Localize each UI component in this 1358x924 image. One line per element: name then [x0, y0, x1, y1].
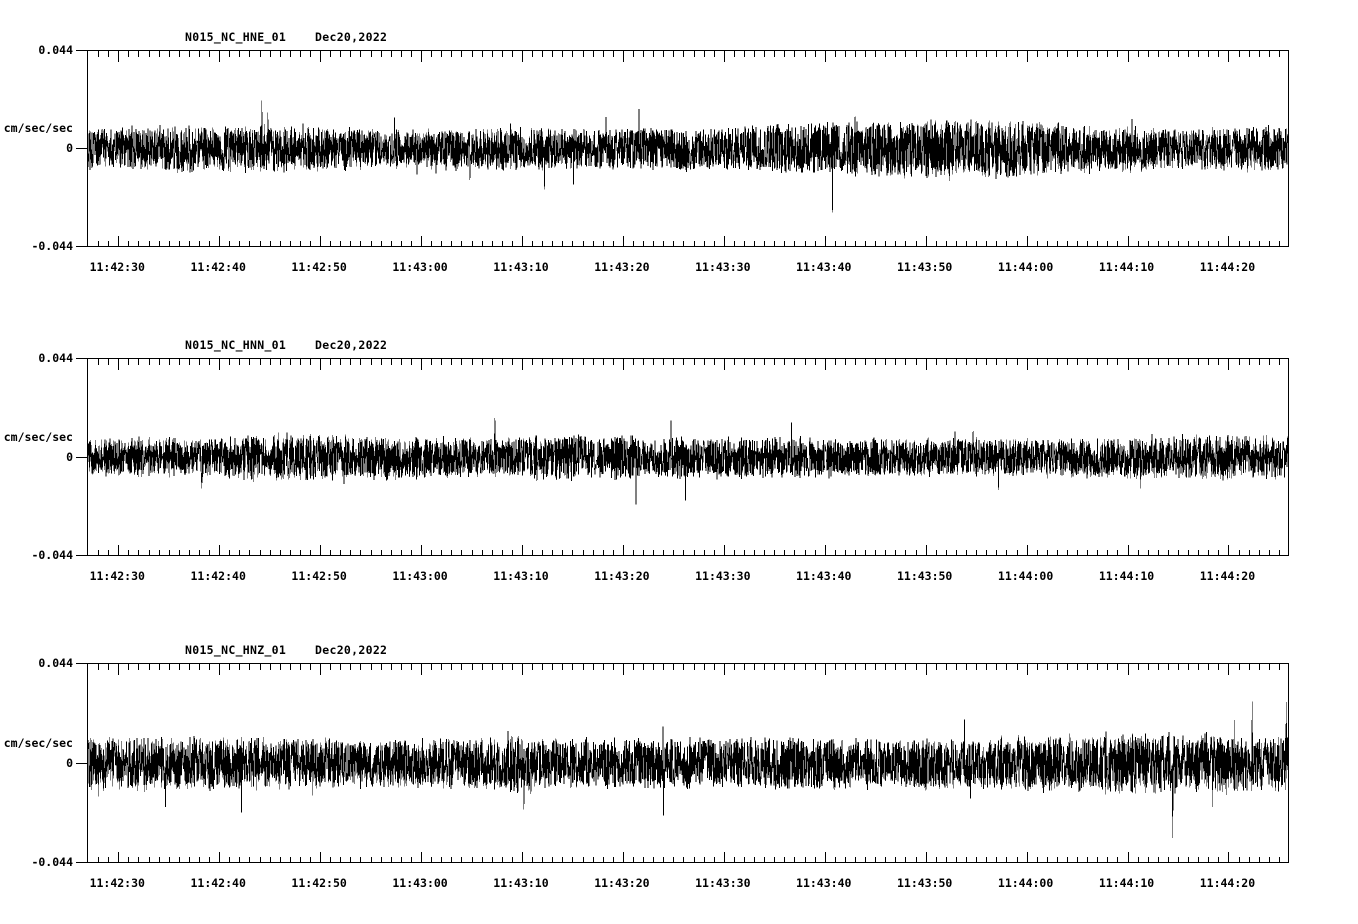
x-axis-tick-label: 11:44:20	[1199, 876, 1256, 890]
x-axis-tick-label: 11:44:00	[997, 569, 1054, 583]
plot-area	[87, 50, 1289, 247]
x-axis-tick-label: 11:44:10	[1098, 260, 1155, 274]
x-axis-tick-label: 11:43:10	[493, 569, 549, 583]
waveform-trace	[88, 359, 1288, 555]
y-axis-tick	[76, 246, 87, 247]
waveform-trace	[88, 51, 1288, 246]
panel-title: N015_NC_HNZ_01 Dec20,2022	[185, 643, 388, 657]
x-axis-tick-label: 11:42:40	[190, 876, 246, 890]
plot-area	[87, 663, 1289, 863]
x-axis-tick-label: 11:42:40	[190, 569, 246, 583]
waveform-trace	[88, 664, 1288, 862]
x-axis-tick-label: 11:44:00	[997, 260, 1054, 274]
x-axis-tick-label: 11:42:50	[291, 876, 347, 890]
x-axis-tick-label: 11:42:50	[291, 260, 347, 274]
x-axis-tick-label: 11:42:30	[89, 569, 145, 583]
y-axis-tick	[76, 862, 87, 863]
x-axis-tick-label: 11:43:40	[796, 569, 852, 583]
y-axis-unit-label: cm/sec/sec	[3, 121, 73, 135]
y-axis-zero-label: 0	[66, 755, 73, 770]
y-axis-tick	[76, 148, 87, 149]
x-axis-tick-label: 11:42:30	[89, 260, 145, 274]
x-axis-tick-label: 11:43:30	[695, 876, 751, 890]
x-axis-tick-label: 11:43:00	[392, 260, 448, 274]
y-axis-max-label: 0.044	[38, 351, 73, 365]
x-axis-tick-label: 11:44:10	[1098, 569, 1155, 583]
x-axis-tick-label: 11:44:10	[1098, 876, 1155, 890]
x-axis-tick-label: 11:42:40	[190, 260, 246, 274]
x-axis-tick-label: 11:44:20	[1199, 260, 1256, 274]
axis-ticks	[98, 664, 1280, 862]
x-axis-tick-label: 11:42:30	[89, 876, 145, 890]
x-axis-tick-label: 11:43:10	[493, 260, 549, 274]
x-axis-tick-label: 11:43:20	[594, 569, 650, 583]
y-axis-unit-label: cm/sec/sec	[3, 429, 73, 444]
x-axis-tick-label: 11:43:10	[493, 876, 549, 890]
x-axis-tick-label: 11:43:20	[594, 876, 650, 890]
y-axis-min-label: -0.044	[31, 548, 73, 562]
y-axis-tick	[76, 663, 87, 664]
y-axis-max-label: 0.044	[38, 656, 73, 670]
x-axis-tick-label: 11:43:40	[796, 876, 852, 890]
x-axis-tick-label: 11:44:00	[997, 876, 1054, 890]
y-axis-tick	[76, 763, 87, 764]
axis-ticks	[98, 359, 1280, 555]
y-axis-tick	[76, 555, 87, 556]
y-axis-min-label: -0.044	[31, 855, 73, 869]
x-axis-tick-label: 11:43:40	[796, 260, 852, 274]
x-axis-tick-label: 11:43:00	[392, 569, 448, 583]
y-axis-tick	[76, 358, 87, 359]
x-axis-tick-label: 11:43:30	[695, 569, 751, 583]
plot-area	[87, 358, 1289, 556]
panel-title: N015_NC_HNE_01 Dec20,2022	[185, 30, 388, 44]
x-axis-tick-label: 11:43:50	[896, 569, 953, 583]
y-axis-zero-label: 0	[66, 141, 73, 155]
x-axis-tick-label: 11:43:30	[695, 260, 751, 274]
panel-title: N015_NC_HNN_01 Dec20,2022	[185, 338, 388, 352]
x-axis-tick-label: 11:42:50	[291, 569, 347, 583]
y-axis-tick	[76, 457, 87, 458]
y-axis-max-label: 0.044	[38, 43, 73, 57]
y-axis-tick	[76, 50, 87, 51]
x-axis-tick-label: 11:43:50	[896, 260, 953, 274]
x-axis-tick-label: 11:44:20	[1199, 569, 1256, 583]
axis-ticks	[98, 51, 1280, 246]
y-axis-zero-label: 0	[66, 449, 73, 464]
x-axis-tick-label: 11:43:00	[392, 876, 448, 890]
y-axis-unit-label: cm/sec/sec	[3, 735, 73, 750]
y-axis-min-label: -0.044	[31, 239, 73, 253]
x-axis-tick-label: 11:43:20	[594, 260, 650, 274]
x-axis-tick-label: 11:43:50	[896, 876, 953, 890]
